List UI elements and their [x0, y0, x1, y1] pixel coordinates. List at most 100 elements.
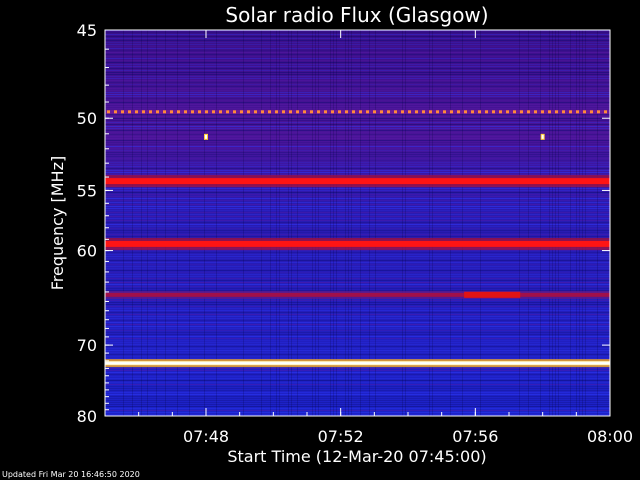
texture-streak: [105, 84, 610, 85]
texture-streak: [105, 344, 610, 345]
texture-column: [318, 30, 319, 416]
emission-band-dot: [513, 110, 516, 114]
texture-column: [432, 30, 433, 416]
emission-band-dot: [443, 110, 446, 114]
emission-band-dot: [254, 110, 257, 114]
emission-band-dot: [520, 110, 523, 114]
texture-streak: [105, 38, 610, 39]
texture-column: [123, 30, 124, 416]
texture-streak: [105, 164, 610, 165]
emission-band-dot: [457, 110, 460, 114]
texture-streak: [105, 104, 610, 105]
texture-streak: [105, 220, 610, 221]
texture-streak: [105, 324, 610, 325]
texture-streak: [105, 200, 610, 201]
texture-column: [528, 30, 529, 416]
spectrogram-plot: [105, 30, 610, 416]
texture-column: [369, 30, 370, 416]
texture-streak: [105, 64, 610, 65]
texture-streak: [105, 44, 610, 45]
texture-streak: [105, 160, 610, 161]
texture-streak: [105, 52, 610, 53]
texture-streak: [105, 268, 610, 269]
emission-band-dot: [191, 110, 194, 114]
texture-streak: [105, 218, 610, 219]
texture-column: [333, 30, 334, 416]
texture-streak: [105, 150, 610, 151]
texture-streak: [105, 398, 610, 399]
texture-column: [351, 30, 352, 416]
texture-streak: [105, 152, 610, 153]
emission-band-dot: [317, 110, 320, 114]
texture-streak: [105, 222, 610, 223]
texture-column: [360, 30, 361, 416]
emission-band-dot: [289, 110, 292, 114]
emission-band-dot: [212, 110, 215, 114]
texture-streak: [105, 142, 610, 143]
spectrogram-background: [105, 30, 610, 416]
texture-streak: [105, 48, 610, 49]
burst-segment: [464, 291, 521, 298]
texture-streak: [105, 74, 610, 75]
texture-streak: [105, 328, 610, 329]
texture-streak: [105, 128, 610, 129]
texture-streak: [105, 54, 610, 55]
texture-column: [570, 30, 571, 416]
texture-streak: [105, 114, 610, 115]
texture-streak: [105, 380, 610, 381]
texture-column: [582, 30, 583, 416]
texture-column: [189, 30, 190, 416]
texture-column: [156, 30, 157, 416]
texture-streak: [105, 126, 610, 127]
texture-streak: [105, 372, 610, 373]
texture-column: [597, 30, 598, 416]
texture-column: [204, 30, 205, 416]
texture-streak: [105, 308, 610, 309]
texture-streak: [105, 120, 610, 121]
y-tick-label: 55: [77, 181, 97, 200]
emission-bands: [105, 109, 610, 368]
texture-streak: [105, 266, 610, 267]
texture-column: [540, 30, 541, 416]
texture-streak: [105, 414, 610, 415]
texture-streak: [105, 404, 610, 405]
emission-band-dot: [583, 110, 586, 114]
texture-streak: [105, 338, 610, 339]
texture-streak: [105, 72, 610, 73]
emission-band-dot: [562, 110, 565, 114]
texture-streak: [105, 314, 610, 315]
emission-band-dot: [163, 110, 166, 114]
y-tick-label: 70: [77, 336, 97, 355]
emission-band-dot: [450, 110, 453, 114]
texture-streak: [105, 196, 610, 197]
texture-streak: [105, 236, 610, 237]
emission-band-dot: [107, 110, 110, 114]
emission-band-dot: [555, 110, 558, 114]
texture-streak: [105, 210, 610, 211]
texture-column: [579, 30, 580, 416]
texture-streak: [105, 278, 610, 279]
emission-band-dot: [114, 110, 117, 114]
texture-streak: [105, 226, 610, 227]
emission-band-dot: [380, 110, 383, 114]
texture-streak: [105, 62, 610, 63]
texture-streak: [105, 66, 610, 67]
texture-column: [480, 30, 481, 416]
plot-frame: [104, 29, 611, 417]
texture-streak: [105, 322, 610, 323]
texture-streak: [105, 168, 610, 169]
texture-streak: [105, 264, 610, 265]
emission-band-dot: [198, 110, 201, 114]
texture-streak: [105, 130, 610, 131]
texture-streak: [105, 326, 610, 327]
texture-streak: [105, 162, 610, 163]
texture-streak: [105, 50, 610, 51]
texture-column: [549, 30, 550, 416]
emission-band-dot: [604, 110, 607, 114]
texture-streak: [105, 90, 610, 91]
texture-column: [147, 30, 148, 416]
texture-streak: [105, 262, 610, 263]
texture-streak: [105, 336, 610, 337]
emission-band-dot: [408, 110, 411, 114]
texture-streak: [105, 252, 610, 253]
